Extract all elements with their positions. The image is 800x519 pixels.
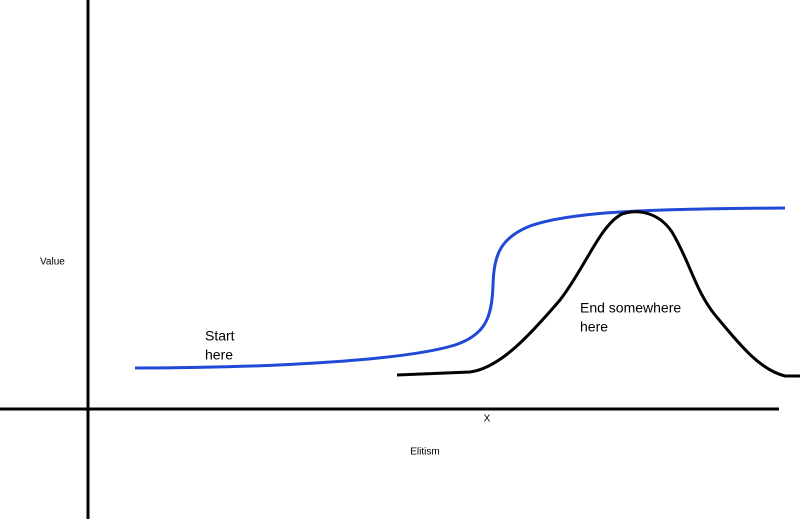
- y-label: Value: [40, 257, 65, 268]
- black-curve: [396, 210, 800, 378]
- x-label: Elitism: [410, 447, 439, 458]
- end-note: here: [580, 319, 608, 335]
- start-note: Start: [205, 328, 235, 344]
- end-note: End somewhere: [580, 300, 681, 316]
- x-mark: X: [484, 414, 491, 425]
- blue-curve: [134, 206, 786, 370]
- start-note: here: [205, 347, 233, 363]
